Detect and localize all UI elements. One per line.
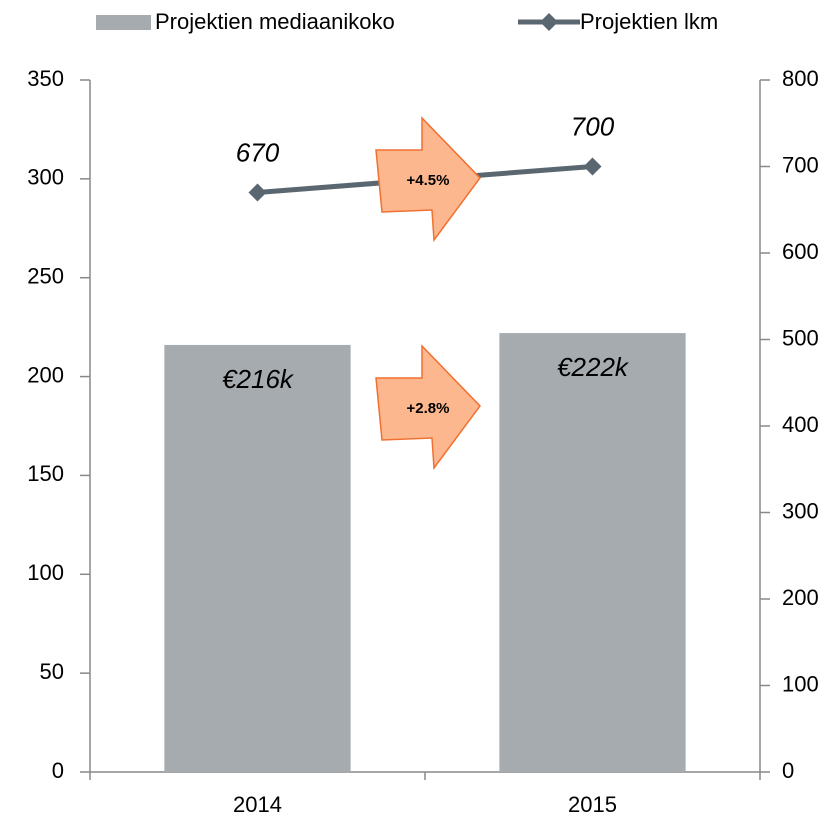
legend-label: Projektien mediaanikoko xyxy=(155,9,395,34)
y-tick-label: 250 xyxy=(27,264,64,289)
y2-tick-label: 100 xyxy=(782,671,819,696)
x-tick-label: 2014 xyxy=(233,792,282,817)
y-tick-label: 200 xyxy=(27,362,64,387)
data-label: 700 xyxy=(571,111,615,141)
y2-tick-label: 0 xyxy=(782,758,794,783)
y2-tick-label: 500 xyxy=(782,325,819,350)
annotation: +4.5% xyxy=(407,172,450,189)
data-label: €222k xyxy=(557,352,630,382)
bar xyxy=(164,344,351,772)
marker xyxy=(583,157,602,176)
data-label: €216k xyxy=(222,364,295,394)
y2-tick-label: 800 xyxy=(782,66,819,91)
y2-tick-label: 300 xyxy=(782,498,819,523)
data-label: 670 xyxy=(236,137,280,167)
legend-swatch xyxy=(540,13,558,31)
y-tick-label: 150 xyxy=(27,461,64,486)
legend-swatch xyxy=(96,15,151,30)
y2-tick-label: 700 xyxy=(782,152,819,177)
y2-tick-label: 400 xyxy=(782,412,819,437)
y-tick-label: 50 xyxy=(40,659,64,684)
y-tick-label: 300 xyxy=(27,165,64,190)
y-tick-label: 350 xyxy=(27,66,64,91)
annotation-arrow xyxy=(375,344,481,471)
annotation-arrow xyxy=(375,116,481,243)
y-tick-label: 100 xyxy=(27,560,64,585)
y-tick-label: 0 xyxy=(52,758,64,783)
x-tick-label: 2015 xyxy=(568,792,617,817)
bar xyxy=(499,333,686,772)
y2-tick-label: 600 xyxy=(782,239,819,264)
marker xyxy=(248,183,267,202)
legend-label: Projektien lkm xyxy=(580,9,718,34)
y2-tick-label: 200 xyxy=(782,585,819,610)
annotation: +2.8% xyxy=(407,400,450,417)
